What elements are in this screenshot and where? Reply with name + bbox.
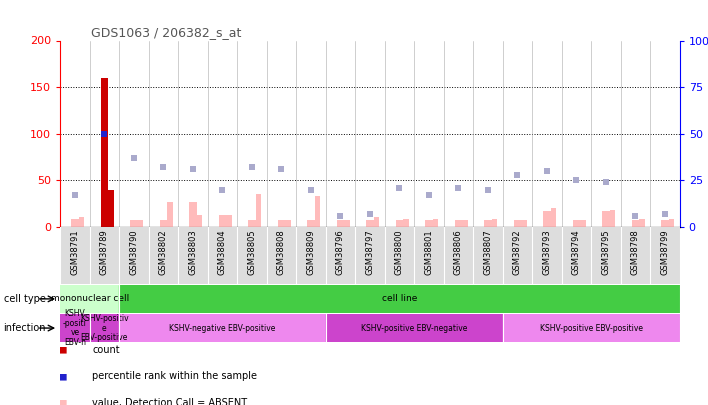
Bar (455, 220, 462, 227)
Bar (433, 220, 438, 227)
Bar (79, 217, 84, 227)
Bar (101, 78, 108, 227)
Text: GSM38789: GSM38789 (100, 230, 109, 275)
Bar (108, 190, 113, 227)
Text: GSM38807: GSM38807 (484, 230, 493, 275)
Bar (219, 215, 226, 227)
Bar (160, 220, 167, 227)
Text: GSM38797: GSM38797 (365, 230, 375, 275)
Text: GSM38809: GSM38809 (307, 230, 316, 275)
Bar (632, 220, 639, 227)
Bar (60, 314, 90, 342)
Bar (72, 220, 79, 227)
Text: GSM38803: GSM38803 (188, 230, 198, 275)
Bar (130, 220, 137, 227)
Bar (285, 220, 290, 227)
Bar (227, 215, 232, 227)
Bar (521, 220, 527, 227)
Bar (484, 220, 491, 227)
Text: cell type: cell type (4, 294, 45, 304)
Text: GSM38791: GSM38791 (70, 230, 79, 275)
Bar (90, 314, 119, 342)
Bar (603, 211, 610, 227)
Text: percentile rank within the sample: percentile rank within the sample (92, 371, 257, 381)
Text: GSM38792: GSM38792 (513, 230, 522, 275)
Bar (396, 220, 403, 227)
Text: ■: ■ (60, 371, 67, 381)
Bar (119, 314, 326, 342)
Text: GSM38800: GSM38800 (395, 230, 404, 275)
Text: GSM38801: GSM38801 (424, 230, 433, 275)
Bar (661, 220, 668, 227)
Text: GSM38796: GSM38796 (336, 230, 345, 275)
Bar (610, 210, 615, 227)
Text: GSM38805: GSM38805 (247, 230, 256, 275)
Bar (404, 220, 409, 227)
Bar (307, 220, 314, 227)
Bar (374, 217, 379, 227)
Bar (60, 285, 119, 313)
Bar (503, 314, 680, 342)
Text: KSHV
-positi
ve
EBV-n: KSHV -positi ve EBV-n (63, 309, 87, 347)
Text: value, Detection Call = ABSENT: value, Detection Call = ABSENT (92, 398, 247, 405)
Bar (167, 202, 173, 227)
Bar (249, 220, 256, 227)
Bar (197, 215, 202, 227)
Bar (462, 220, 467, 227)
Text: GSM38793: GSM38793 (542, 230, 552, 275)
Text: GDS1063 / 206382_s_at: GDS1063 / 206382_s_at (91, 26, 241, 39)
Text: GSM38802: GSM38802 (159, 230, 168, 275)
Bar (326, 314, 503, 342)
Text: cell line: cell line (382, 294, 417, 303)
Text: KSHV-positive EBV-positive: KSHV-positive EBV-positive (539, 324, 643, 333)
Bar (337, 220, 344, 227)
Text: count: count (92, 345, 120, 355)
Bar (543, 211, 551, 227)
Bar (639, 220, 644, 227)
Bar (315, 196, 320, 227)
Text: GSM38798: GSM38798 (631, 230, 640, 275)
Text: ■: ■ (60, 345, 67, 355)
Text: KSHV-positiv
e
EBV-positive: KSHV-positiv e EBV-positive (80, 314, 129, 342)
Text: GSM38799: GSM38799 (661, 230, 670, 275)
Text: GSM38790: GSM38790 (130, 230, 139, 275)
Bar (573, 220, 580, 227)
Text: ■: ■ (60, 398, 67, 405)
Bar (492, 220, 497, 227)
Text: GSM38794: GSM38794 (572, 230, 581, 275)
Bar (344, 220, 350, 227)
Text: GSM38808: GSM38808 (277, 230, 286, 275)
Text: KSHV-negative EBV-positive: KSHV-negative EBV-positive (169, 324, 275, 333)
Text: GSM38804: GSM38804 (218, 230, 227, 275)
Text: GSM38795: GSM38795 (601, 230, 610, 275)
Text: infection: infection (4, 323, 46, 333)
Bar (669, 220, 674, 227)
Bar (138, 220, 143, 227)
Bar (366, 220, 374, 227)
Bar (426, 220, 433, 227)
Bar (514, 220, 521, 227)
Bar (256, 194, 261, 227)
Bar (189, 202, 197, 227)
Text: KSHV-positive EBV-negative: KSHV-positive EBV-negative (361, 324, 467, 333)
Text: GSM38806: GSM38806 (454, 230, 463, 275)
Bar (278, 220, 285, 227)
Bar (581, 220, 586, 227)
Bar (551, 208, 556, 227)
Text: mononuclear cell: mononuclear cell (50, 294, 129, 303)
